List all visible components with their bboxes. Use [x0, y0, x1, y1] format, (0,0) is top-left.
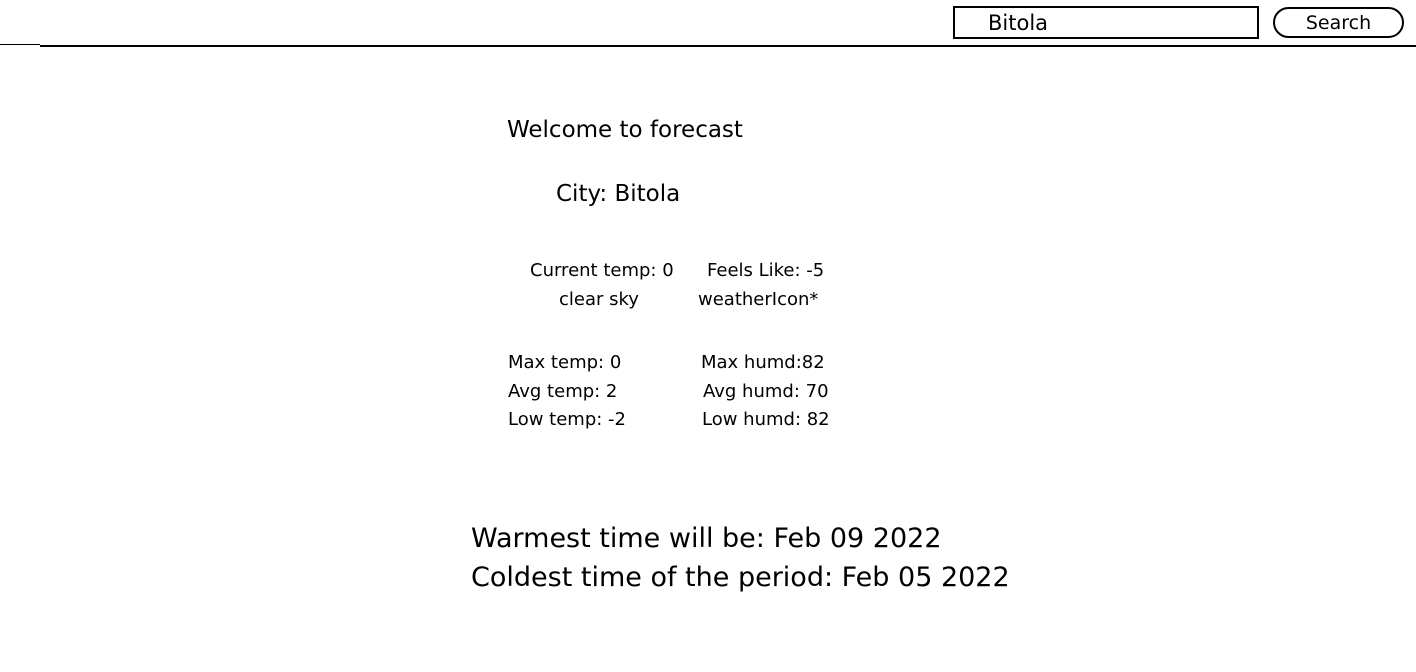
weather-description: clear sky	[559, 289, 639, 310]
max-temp: Max temp: 0	[508, 352, 622, 373]
city-search-input[interactable]	[953, 6, 1259, 39]
avg-humidity: Avg humd: 70	[703, 381, 829, 402]
max-humidity: Max humd:82	[701, 352, 825, 373]
search-button[interactable]: Search	[1273, 7, 1404, 38]
feels-like: Feels Like: -5	[707, 260, 825, 281]
weather-icon-placeholder: weatherIcon*	[698, 289, 819, 310]
avg-temp: Avg temp: 2	[508, 381, 618, 402]
current-temp: Current temp: 0	[530, 260, 674, 281]
welcome-heading: Welcome to forecast	[507, 117, 743, 143]
header-divider	[40, 45, 1416, 47]
low-temp: Low temp: -2	[508, 409, 626, 430]
coldest-time: Coldest time of the period: Feb 05 2022	[471, 562, 1010, 593]
city-name: Bitola	[614, 181, 681, 207]
warmest-time: Warmest time will be: Feb 09 2022	[471, 523, 942, 554]
city-label: City:	[556, 181, 615, 207]
city-heading: City: Bitola	[556, 183, 680, 206]
low-humidity: Low humd: 82	[702, 409, 830, 430]
header-divider-left	[0, 44, 40, 45]
